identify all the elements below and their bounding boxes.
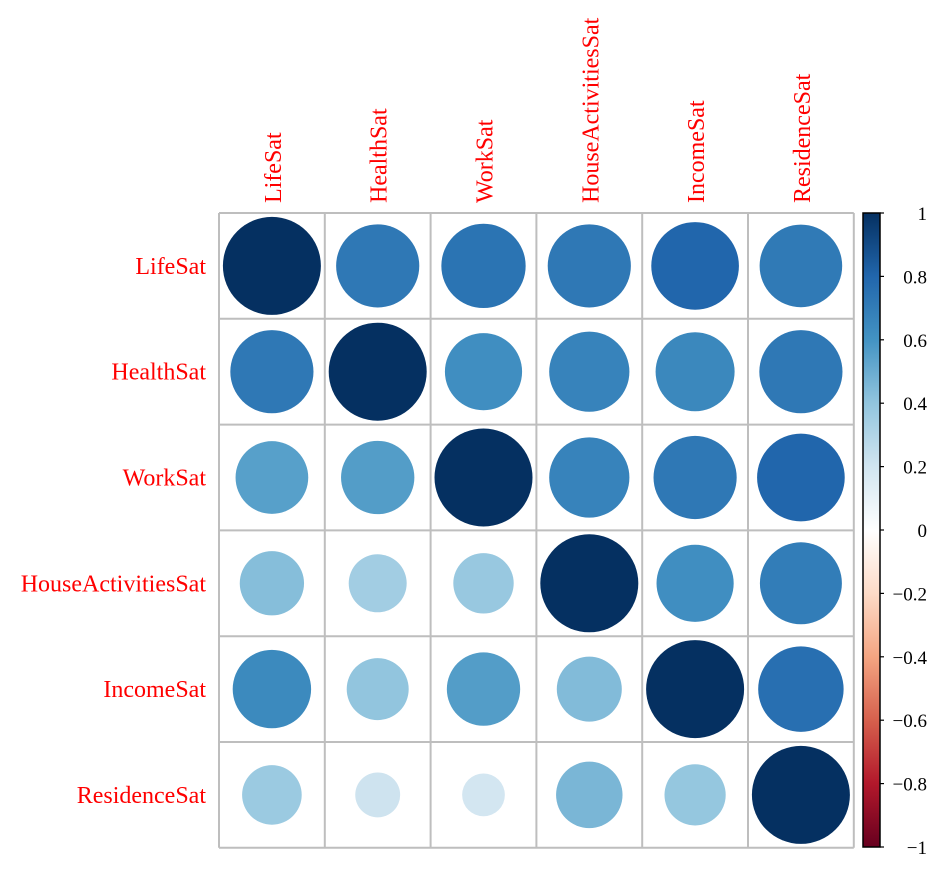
colorbar-tick-label: 0.4 bbox=[903, 394, 927, 415]
colorbar-gradient bbox=[862, 212, 881, 848]
corr-circle-HouseActivitiesSat-HealthSat bbox=[348, 554, 407, 613]
colorbar-tick-label: 0 bbox=[918, 521, 928, 542]
row-label-HouseActivitiesSat: HouseActivitiesSat bbox=[21, 571, 207, 597]
row-label-HealthSat: HealthSat bbox=[111, 360, 206, 386]
corr-circle-HouseActivitiesSat-HouseActivitiesSat bbox=[540, 534, 639, 633]
corr-circle-HealthSat-ResidenceSat bbox=[759, 330, 843, 414]
corr-circle-IncomeSat-ResidenceSat bbox=[758, 646, 844, 732]
corr-circle-WorkSat-IncomeSat bbox=[653, 435, 737, 520]
corr-circle-WorkSat-LifeSat bbox=[235, 441, 309, 514]
colorbar-tick-label: −0.4 bbox=[893, 648, 928, 669]
column-label-ResidenceSat: ResidenceSat bbox=[790, 73, 816, 203]
column-label-LifeSat: LifeSat bbox=[261, 132, 287, 203]
corr-circle-IncomeSat-IncomeSat bbox=[646, 640, 745, 739]
row-label-ResidenceSat: ResidenceSat bbox=[77, 783, 207, 809]
corr-circle-IncomeSat-LifeSat bbox=[232, 649, 312, 729]
corr-circle-WorkSat-WorkSat bbox=[434, 428, 533, 527]
column-label-HouseActivitiesSat: HouseActivitiesSat bbox=[578, 17, 604, 203]
colorbar-tick-label: 0.6 bbox=[903, 331, 927, 352]
corr-circle-LifeSat-HealthSat bbox=[336, 224, 420, 308]
corr-circle-HealthSat-IncomeSat bbox=[655, 332, 735, 412]
corr-circle-HouseActivitiesSat-WorkSat bbox=[453, 553, 514, 614]
corr-circle-ResidenceSat-IncomeSat bbox=[664, 764, 726, 826]
corr-circle-WorkSat-HealthSat bbox=[341, 440, 415, 515]
column-labels: LifeSat HealthSat WorkSat HouseActivitiesSa… bbox=[261, 17, 816, 203]
row-label-LifeSat: LifeSat bbox=[135, 254, 206, 280]
corr-circle-HealthSat-WorkSat bbox=[444, 333, 523, 411]
corr-circle-HouseActivitiesSat-ResidenceSat bbox=[759, 542, 842, 625]
row-label-WorkSat: WorkSat bbox=[123, 466, 207, 492]
column-label-WorkSat: WorkSat bbox=[473, 119, 499, 203]
corr-circle-LifeSat-IncomeSat bbox=[651, 222, 739, 310]
corr-circle-IncomeSat-WorkSat bbox=[446, 652, 521, 726]
row-labels: LifeSat HealthSat WorkSat HouseActivitiesSa… bbox=[21, 254, 207, 809]
corr-circle-IncomeSat-HealthSat bbox=[346, 658, 409, 721]
corr-circle-HouseActivitiesSat-IncomeSat bbox=[656, 544, 734, 622]
colorbar: 1 0.8 0.6 0.4 0.2 0 −0.2 −0.4 −0.6 −0.8 −1 bbox=[862, 204, 928, 859]
correlation-circles bbox=[222, 216, 850, 844]
corr-circle-HealthSat-HouseActivitiesSat bbox=[549, 331, 630, 412]
corr-circle-HealthSat-LifeSat bbox=[230, 330, 314, 414]
corr-circle-ResidenceSat-ResidenceSat bbox=[751, 745, 850, 844]
corr-circle-ResidenceSat-HealthSat bbox=[355, 772, 401, 818]
colorbar-tick-label: −0.2 bbox=[893, 584, 927, 605]
colorbar-tick-label: −0.8 bbox=[893, 775, 927, 796]
colorbar-tick-label: 0.2 bbox=[903, 458, 927, 479]
corr-circle-ResidenceSat-HouseActivitiesSat bbox=[556, 761, 623, 829]
corr-circle-ResidenceSat-WorkSat bbox=[462, 773, 505, 817]
corr-circle-WorkSat-ResidenceSat bbox=[757, 433, 845, 522]
colorbar-tick-label: 0.8 bbox=[903, 267, 927, 288]
corr-circle-HealthSat-HealthSat bbox=[328, 322, 427, 421]
corr-circle-LifeSat-WorkSat bbox=[441, 223, 526, 309]
corr-circle-LifeSat-HouseActivitiesSat bbox=[547, 224, 631, 308]
column-label-IncomeSat: IncomeSat bbox=[684, 100, 710, 203]
matrix-grid bbox=[218, 212, 855, 849]
colorbar-tick-label: 1 bbox=[918, 204, 928, 225]
colorbar-tick-label: −1 bbox=[907, 838, 927, 859]
column-label-HealthSat: HealthSat bbox=[367, 108, 393, 203]
row-label-IncomeSat: IncomeSat bbox=[103, 677, 206, 703]
corr-circle-HouseActivitiesSat-LifeSat bbox=[239, 551, 305, 616]
corr-circle-LifeSat-LifeSat bbox=[222, 216, 321, 315]
corr-circle-WorkSat-HouseActivitiesSat bbox=[549, 437, 630, 518]
colorbar-tick-label: −0.6 bbox=[893, 711, 927, 732]
corr-circle-ResidenceSat-LifeSat bbox=[242, 765, 302, 825]
corr-circle-IncomeSat-HouseActivitiesSat bbox=[556, 656, 622, 722]
corr-circle-LifeSat-ResidenceSat bbox=[759, 224, 843, 308]
